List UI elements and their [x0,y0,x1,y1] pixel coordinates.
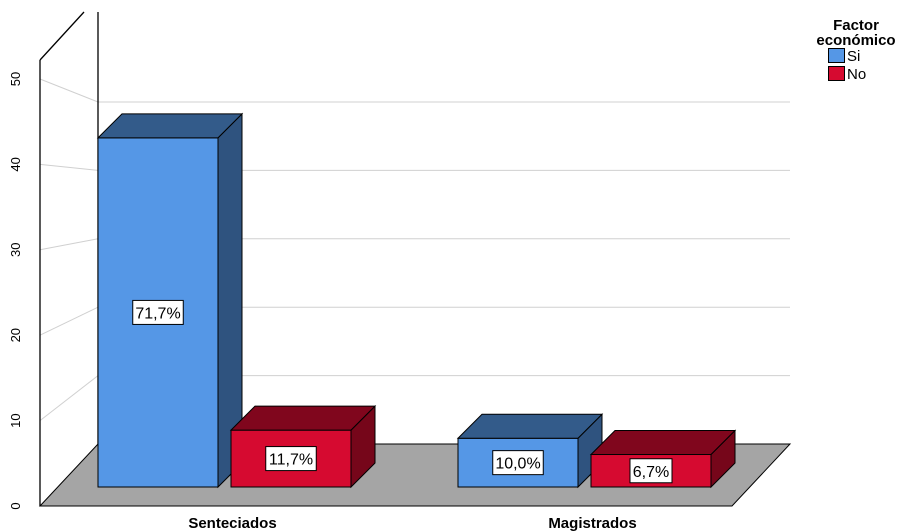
bar-top [456,413,604,439]
gridline-diagonal [39,163,99,171]
top-edge [39,11,85,61]
bar-si-senteciados: 71,7% [96,112,244,489]
bar-top [229,405,377,431]
data-label: 11,7% [269,452,313,469]
legend-item-si: Si [828,48,912,66]
legend-title: Factor económico [816,17,896,49]
y-tick-label: 50 [8,72,23,86]
y-tick-label: 0 [8,502,23,509]
y-axis-ticks: 0 10 20 30 40 50 [8,72,23,510]
data-label-box [265,446,317,472]
y-tick-label: 40 [8,157,23,171]
x-category-label: Magistrados [548,515,636,532]
x-category-label: Senteciados [188,515,276,532]
bar-si-magistrados: 10,0% [456,413,604,489]
legend-label-no: No [847,66,867,83]
legend: Factor económico Si No [800,18,912,84]
y-tick-label: 30 [8,243,23,257]
gridline-diagonal [39,78,99,103]
data-label-box [629,458,673,484]
bar-top [589,430,737,456]
bar-top [96,113,244,139]
data-label: 6,7% [633,464,669,481]
legend-item-no: No [828,66,912,84]
legend-swatch-si [828,48,845,63]
x-axis-labels: Senteciados Magistrados [188,515,636,532]
gridline-diagonal [39,306,99,336]
y-tick-label: 10 [8,413,23,427]
legend-label-si: Si [847,48,861,65]
gridline-diagonal [39,238,99,251]
legend-swatch-no [828,66,845,81]
data-label-box [492,450,544,476]
bar-no-senteciados: 11,7% [229,404,377,489]
bars: 71,7% 11,7% 10,0% 6,7% [96,112,737,489]
y-tick-label: 20 [8,328,23,342]
gridline-diagonal [39,375,99,421]
bar-no-magistrados: 6,7% [589,429,737,489]
data-label: 10,0% [495,456,540,473]
data-label: 71,7% [135,305,180,322]
data-label-box [132,299,184,325]
